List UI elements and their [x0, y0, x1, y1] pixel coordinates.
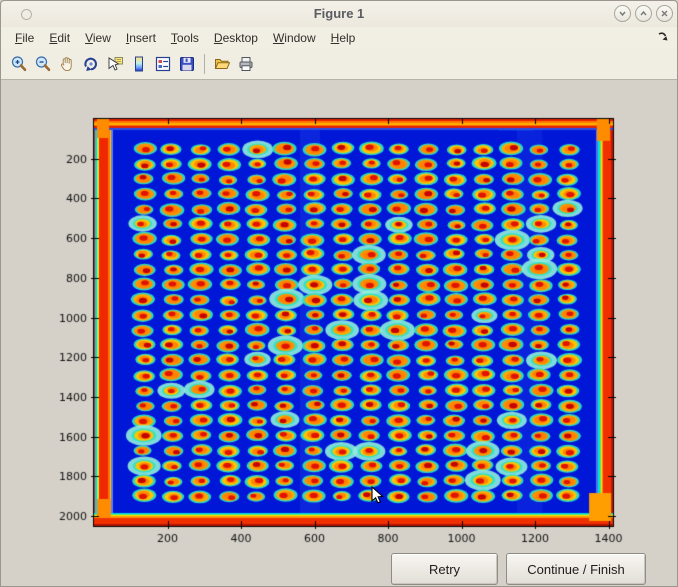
zoom-out-icon — [35, 56, 51, 72]
menu-window[interactable]: Window — [272, 31, 316, 45]
chevron-down-icon — [619, 11, 626, 17]
save-figure-button[interactable] — [175, 51, 199, 77]
print-icon — [239, 57, 253, 71]
chevron-up-icon — [640, 10, 647, 16]
insert-legend-icon — [155, 56, 171, 72]
menu-desktop[interactable]: Desktop — [213, 31, 258, 45]
insert-legend-button[interactable] — [151, 51, 175, 77]
insert-colorbar-icon — [135, 56, 143, 72]
menu-help[interactable]: Help — [330, 31, 356, 45]
menu-insert[interactable]: Insert — [125, 31, 156, 45]
figure-toolbar — [1, 49, 677, 80]
save-icon — [180, 57, 194, 71]
menu-bar: File Edit View Insert Tools Desktop Wind… — [1, 27, 677, 49]
zoom-out-button[interactable] — [31, 51, 55, 77]
window-menu-icon[interactable] — [21, 9, 32, 20]
insert-colorbar-button[interactable] — [127, 51, 151, 77]
menu-view[interactable]: View — [85, 31, 111, 45]
rotate-3d-button[interactable] — [79, 51, 103, 77]
zoom-in-icon — [11, 56, 27, 72]
close-icon — [661, 10, 668, 17]
pan-hand-icon — [60, 57, 72, 72]
continue-finish-button[interactable]: Continue / Finish — [506, 553, 646, 585]
open-folder-icon — [214, 59, 231, 69]
data-cursor-button[interactable] — [103, 51, 127, 77]
menu-file[interactable]: File — [15, 31, 35, 45]
print-figure-button[interactable] — [234, 51, 258, 77]
pan-button[interactable] — [55, 51, 79, 77]
retry-button[interactable]: Retry — [391, 553, 498, 585]
rotate-3d-icon — [84, 57, 97, 71]
menu-edit[interactable]: Edit — [49, 31, 71, 45]
menu-tools[interactable]: Tools — [170, 31, 199, 45]
title-bar[interactable]: Figure 1 — [1, 1, 677, 28]
close-button[interactable] — [656, 5, 673, 22]
minimize-button[interactable] — [614, 5, 631, 22]
open-file-button[interactable] — [210, 51, 234, 77]
maximize-button[interactable] — [635, 5, 652, 22]
data-cursor-icon — [108, 57, 123, 71]
dock-figure-arrow-icon[interactable] — [657, 31, 669, 43]
toolbar-separator — [204, 54, 205, 74]
window-title: Figure 1 — [313, 6, 365, 21]
zoom-in-button[interactable] — [7, 51, 31, 77]
